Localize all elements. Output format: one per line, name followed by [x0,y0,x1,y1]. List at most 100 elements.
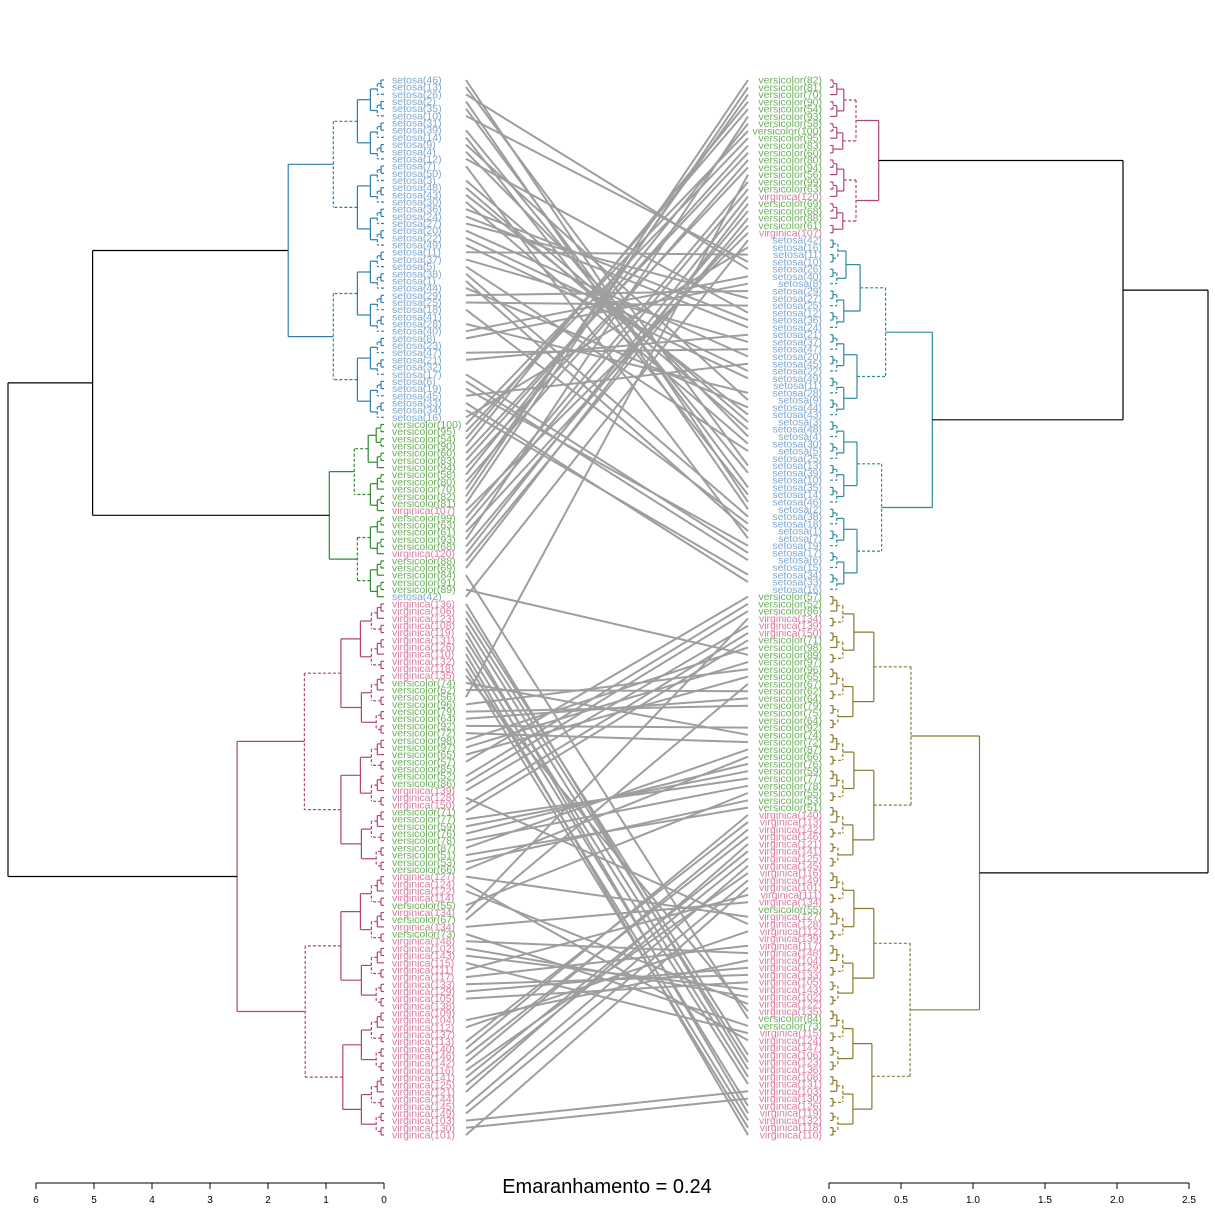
right-leaf-labels: versicolor(82)versicolor(81)versicolor(7… [753,75,822,1142]
right-leaf-label: versicolor(80) [758,155,822,167]
left-leaf-label: virginica(107) [392,505,455,517]
right-leaf-label: versicolor(69) [758,198,822,210]
left-leaf-label: versicolor(52) [392,771,456,783]
left-leaf-label: virginica(134) [392,907,455,919]
right-leaf-label: virginica(125) [759,853,822,865]
right-leaf-label: versicolor(89) [758,649,822,661]
left-leaf-label: setosa(19) [392,383,442,395]
left-leaf-label: setosa(7) [392,161,436,173]
left-leaf-label: versicolor(54) [392,433,456,445]
axis-tick-label: 4 [149,1195,155,1206]
connector-line [465,857,749,1086]
axis-tick-label: 2 [265,1195,271,1206]
right-leaf-label: setosa(43) [772,409,822,421]
left-leaf-label: setosa(20) [392,225,442,237]
right-leaf-label: versicolor(98) [758,642,822,654]
right-leaf-label: setosa(44) [772,402,822,414]
right-leaf-label: setosa(13) [772,460,822,472]
left-leaf-label: versicolor(72) [392,728,456,740]
right-leaf-label: setosa(49) [772,373,822,385]
left-leaf-label: setosa(25) [392,297,442,309]
connector-line [465,610,749,785]
connector-line [465,843,749,1093]
left-leaf-label: setosa(41) [392,311,442,323]
connector-line [465,588,749,656]
left-leaf-label: virginica(113) [392,1036,454,1048]
left-leaf-label: virginica(121) [392,1086,455,1098]
right-leaf-label: versicolor(58) [758,118,822,130]
right-leaf-label: virginica(143) [759,984,822,996]
connector-line [465,624,749,1078]
left-leaf-label: setosa(36) [392,204,442,216]
left-leaf-label: versicolor(63) [392,520,456,532]
left-leaf-label: setosa(31) [392,118,442,130]
left-leaf-label: versicolor(82) [392,491,456,503]
right-leaf-label: virginica(145) [759,860,822,872]
connector-line [465,610,749,1056]
connector-line [465,646,749,1107]
connector-line [465,603,749,778]
right-leaf-label: virginica(107) [759,227,822,239]
right-leaf-label: setosa(40) [772,271,822,283]
right-leaf-label: versicolor(92) [758,722,822,734]
right-leaf-label: versicolor(83) [758,140,822,152]
left-leaf-label: versicolor(76) [392,828,456,840]
left-leaf-label: virginica(143) [392,950,455,962]
left-leaf-label: versicolor(65) [392,749,456,761]
connector-line [465,668,749,706]
left-leaf-label: virginica(116) [392,1065,454,1077]
right-leaf-label: versicolor(68) [758,206,822,218]
left-leaf-label: setosa(16) [392,412,442,424]
left-leaf-label: virginica(149) [392,1108,455,1120]
left-leaf-label: setosa(3) [392,175,436,187]
connector-line [465,930,749,1029]
right-leaf-label: virginica(122) [759,999,822,1011]
connector-line [465,130,749,426]
left-leaf-label: virginica(104) [392,1015,455,1027]
axis-tick-label: 2.0 [1110,1195,1124,1206]
right-leaf-label: versicolor(62) [758,686,822,698]
connector-line [465,828,749,1064]
left-leaf-label: virginica(110) [392,649,454,661]
connector-line [465,208,749,322]
right-leaf-label: setosa(38) [772,511,822,523]
left-leaf-label: versicolor(57) [392,756,456,768]
right-leaf-label: setosa(5) [778,446,822,458]
axis-tick-label: 1.0 [966,1195,980,1206]
left-leaf-label: versicolor(93) [392,534,456,546]
right-leaf-label: setosa(10) [772,256,822,268]
left-leaf-label: versicolor(81) [392,498,456,510]
right-leaf-label: versicolor(94) [758,162,822,174]
right-leaf-label: virginica(136) [759,1064,822,1076]
right-leaf-label: versicolor(78) [758,780,822,792]
right-leaf-label: virginica(113) [760,817,822,829]
left-leaf-label: virginica(122) [392,886,455,898]
left-leaf-label: versicolor(56) [392,692,456,704]
left-leaf-label: setosa(35) [392,103,442,115]
chart-title: Emaranhamento = 0.24 [502,1176,712,1198]
right-leaf-label: virginica(133) [759,969,822,981]
connector-line [465,755,749,871]
right-leaf-label: setosa(45) [772,358,822,370]
left-leaf-label: versicolor(51) [392,850,456,862]
connector-line [465,675,749,756]
right-dendrogram [830,79,1209,1136]
right-leaf-label: versicolor(87) [758,744,822,756]
axis-tick-label: 1.5 [1038,1195,1052,1206]
right-leaf-label: virginica(103) [759,1086,822,1098]
left-leaf-label: virginica(108) [392,620,455,632]
left-leaf-label: virginica(117) [392,972,454,984]
right-leaf-label: versicolor(96) [758,664,822,676]
left-leaf-label: versicolor(98) [392,735,456,747]
left-leaf-label: virginica(109) [392,1008,455,1020]
left-leaf-label: versicolor(85) [392,764,456,776]
left-leaf-label: setosa(12) [392,153,442,165]
connector-line [465,201,749,445]
left-leaf-label: virginica(145) [392,1101,455,1113]
right-leaf-label: virginica(127) [759,911,822,923]
right-leaf-label: setosa(18) [772,518,822,530]
connector-line [465,675,749,1012]
connector-line [465,79,749,497]
right-leaf-label: virginica(150) [759,628,822,640]
